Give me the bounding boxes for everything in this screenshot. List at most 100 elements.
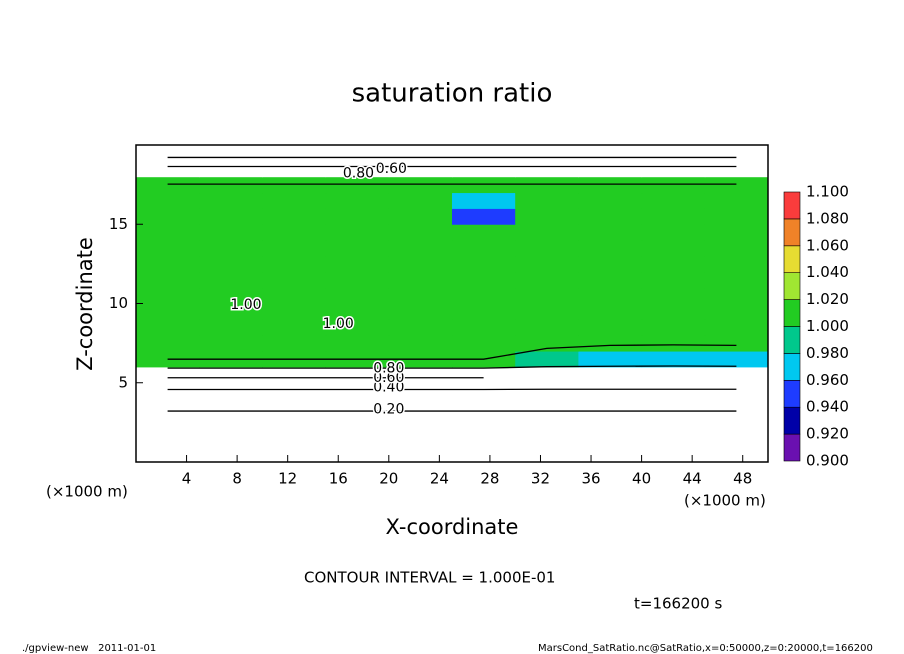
field-cell (262, 430, 327, 447)
field-cell (325, 255, 390, 273)
field-cell (136, 398, 200, 415)
field-cell (452, 192, 516, 209)
time-label: t=166200 s (634, 595, 722, 613)
colorbar-label: 0.900 (806, 452, 849, 470)
field-cell (262, 160, 327, 178)
colorbar-box (783, 406, 801, 435)
field-cell (136, 255, 200, 273)
colorbar-box (783, 245, 801, 274)
field-cell (641, 271, 706, 289)
colorbar-label: 1.080 (806, 209, 849, 227)
x-axis-label: X-coordinate (386, 515, 519, 539)
field-cell (704, 145, 769, 162)
field-cell (262, 240, 327, 257)
field-cell (641, 255, 706, 273)
field-cell (325, 240, 390, 257)
field-cell (199, 287, 263, 304)
field-cell (199, 414, 263, 431)
contour-label: 0.20 (373, 402, 404, 418)
field-cell (515, 287, 579, 304)
field-cell (325, 271, 390, 289)
field-cell (262, 176, 327, 194)
field-cell (199, 208, 263, 225)
field-cell (704, 351, 769, 368)
colorbar-box (783, 353, 801, 381)
field-cell (262, 446, 327, 463)
x-tick-label: 4 (182, 470, 192, 488)
field-cell (136, 160, 200, 178)
field-cell (262, 303, 327, 320)
field-cell (578, 271, 643, 289)
colorbar-box (783, 326, 801, 354)
footer: ./gpview-new 2011-01-01 (22, 643, 156, 654)
field-cell (578, 208, 643, 225)
field-cell (641, 176, 706, 194)
field-cell (388, 160, 453, 178)
field-cell (515, 430, 579, 447)
x-tick-label: 24 (430, 470, 449, 488)
field-cell (641, 366, 706, 384)
field-cell (136, 366, 200, 384)
field-cell (325, 192, 390, 209)
field-cell (388, 271, 453, 289)
field-cell (325, 382, 390, 400)
colorbar-box (783, 379, 801, 408)
field-cell (704, 176, 769, 194)
field-cell (578, 224, 643, 241)
contour-label: 1.00 (230, 297, 261, 313)
field-cell (515, 382, 579, 400)
field-cell (199, 145, 263, 162)
field-cell (704, 430, 769, 447)
field-cell (641, 382, 706, 400)
field-cell (262, 208, 327, 225)
field-cell (452, 430, 516, 447)
field-cell (199, 240, 263, 257)
field-cell (199, 160, 263, 178)
x-tick-label: 32 (531, 470, 550, 488)
field-cell (388, 208, 453, 225)
field-cell (136, 287, 200, 304)
field-cell (199, 382, 263, 400)
x-tick-label: 8 (232, 470, 242, 488)
colorbar-box (783, 272, 801, 300)
field-cell (325, 160, 390, 178)
field-cell (641, 303, 706, 320)
field-cell (452, 303, 516, 320)
field-cell (704, 398, 769, 415)
field-cell (199, 303, 263, 320)
field-cell (515, 398, 579, 415)
field-cell (704, 160, 769, 178)
field-cell (262, 319, 327, 336)
field-cell (515, 351, 579, 368)
x-tick-label: 40 (632, 470, 651, 488)
colorbar-label: 1.100 (806, 183, 849, 201)
field-cell (388, 240, 453, 257)
field-cell (325, 414, 390, 431)
field-cell (388, 335, 453, 352)
field-cell (704, 240, 769, 257)
field-cell (325, 176, 390, 194)
field-cell (136, 319, 200, 336)
field-cell (578, 160, 643, 178)
field-cell (704, 271, 769, 289)
field-cell (136, 224, 200, 241)
field-cell (578, 240, 643, 257)
field-cell (641, 160, 706, 178)
field-cell (388, 224, 453, 241)
field-cell (641, 287, 706, 304)
field-cell (578, 255, 643, 273)
x-tick-label: 20 (379, 470, 398, 488)
field-cell (452, 398, 516, 415)
colorbar-box (783, 191, 801, 220)
field-cell (199, 192, 263, 209)
colorbar-box (783, 299, 801, 327)
y-axis-label: Z-coordinate (73, 237, 97, 371)
field-cell (388, 430, 453, 447)
field-cell (641, 351, 706, 368)
colorbar-box (783, 433, 801, 462)
colorbar-label: 1.060 (806, 236, 849, 254)
field-cell (262, 287, 327, 304)
field-cell (452, 382, 516, 400)
field-cell (704, 382, 769, 400)
field-cell (452, 414, 516, 431)
